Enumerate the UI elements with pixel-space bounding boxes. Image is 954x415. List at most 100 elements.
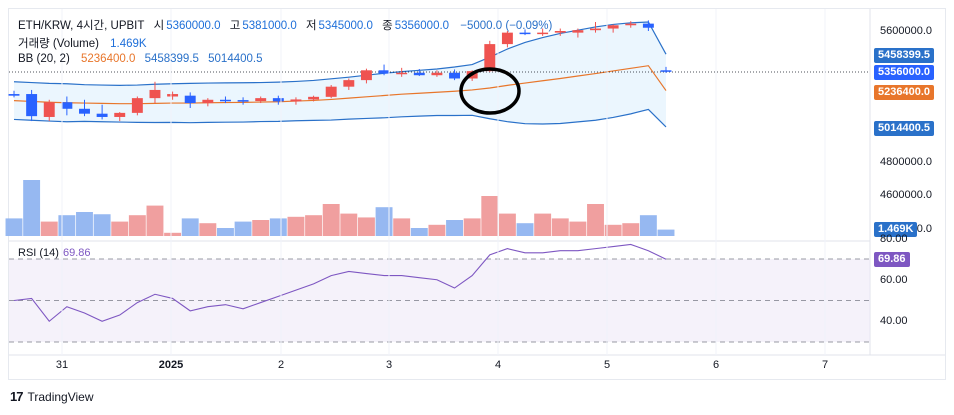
bb-legend: BB (20, 2) 5236400.0 5458399.5 5014400.5	[18, 53, 265, 65]
candle-body	[625, 23, 637, 26]
candle-body	[26, 94, 38, 117]
bb-lower-line	[13, 108, 667, 128]
tradingview-logo-icon: 17	[10, 389, 24, 404]
candle-body	[360, 70, 372, 81]
candle-body	[590, 28, 601, 31]
candle-body	[79, 108, 90, 114]
volume-bar	[322, 204, 340, 236]
candle-body	[501, 32, 513, 45]
volume-bar	[428, 224, 446, 236]
candle-body	[61, 102, 73, 109]
candle-body	[290, 99, 302, 102]
volume-bar	[569, 221, 587, 236]
candle-body	[343, 80, 355, 87]
volume-bar	[234, 221, 252, 236]
volume-bar	[199, 223, 217, 236]
candle-body	[607, 25, 619, 29]
volume-bar	[23, 180, 41, 236]
bb-upper-tag: 5458399.5	[874, 48, 934, 63]
tradingview-brand: TradingView	[27, 389, 94, 404]
volume-bar	[5, 218, 23, 236]
x-tick-2: 2	[277, 359, 285, 371]
x-tick-4: 4	[494, 359, 502, 371]
tradingview-footer[interactable]: 17 TradingView	[10, 389, 94, 404]
volume-tag: 1.469K	[874, 222, 918, 237]
volume-bar	[217, 228, 234, 236]
volume-bar	[40, 221, 58, 236]
low-value: 5345000.0	[318, 20, 373, 32]
volume-bar	[375, 207, 393, 236]
open-label: 시	[153, 20, 165, 32]
x-tick-31: 31	[55, 359, 69, 371]
volume-legend: 거래량 (Volume) 1.469K	[18, 35, 149, 51]
candle-body	[660, 70, 672, 72]
candle-body	[308, 96, 320, 100]
volume-bar	[446, 220, 463, 236]
x-tick-3: 3	[385, 359, 393, 371]
rsi-legend-value: 69.86	[62, 247, 91, 259]
close-price-tag: 5356000.0	[874, 65, 934, 80]
bb-basis-value: 5236400.0	[80, 53, 136, 65]
candle-body	[325, 86, 337, 97]
bb-lower-tag: 5014400.5	[874, 121, 934, 136]
close-value: 5356000.0	[394, 20, 450, 32]
volume-bar	[481, 196, 499, 236]
candle-body	[237, 100, 249, 102]
candle-body	[449, 72, 461, 79]
volume-bar	[76, 212, 93, 236]
volume-bar	[111, 221, 129, 236]
price-tick-4800000: 4800000.0	[880, 156, 932, 168]
volume-bar	[146, 205, 164, 236]
x-tick-7: 7	[821, 359, 829, 371]
candle-body	[572, 30, 584, 33]
candle-body	[8, 94, 20, 96]
candle-body	[272, 98, 284, 102]
volume-bar	[551, 218, 569, 236]
candle-body	[554, 31, 566, 33]
candle-body	[131, 98, 143, 113]
rsi-tick-60: 60.00	[880, 274, 908, 286]
low-label: 저	[305, 20, 317, 32]
candle-body	[519, 32, 531, 35]
price-tick-5600000: 5600000.0	[880, 25, 932, 37]
candle-body	[43, 102, 55, 117]
candle-body	[378, 70, 390, 74]
volume-bar	[181, 218, 199, 236]
high-value: 5381000.0	[242, 20, 297, 32]
open-value: 5360000.0	[166, 20, 221, 32]
candle-body	[396, 72, 408, 75]
volume-bar	[516, 223, 534, 236]
candle-body	[114, 112, 126, 117]
volume-bar	[657, 229, 675, 236]
rsi-tick-40: 40.00	[880, 315, 908, 327]
candle-body	[413, 72, 425, 76]
change-value: −5000.0 (−0.09%)	[460, 20, 553, 32]
x-tick-6: 6	[712, 359, 720, 371]
x-tick-5: 5	[603, 359, 611, 371]
candle-body	[642, 23, 654, 28]
volume-bar	[357, 217, 375, 236]
rsi-background-band	[9, 259, 870, 342]
candle-body	[537, 32, 549, 35]
rsi-tick-80: 80.00	[880, 233, 908, 245]
volume-bar	[164, 232, 182, 236]
volume-bar	[410, 228, 428, 236]
bb-upper-line	[13, 21, 667, 86]
volume-bar	[587, 204, 604, 236]
volume-bar	[340, 213, 358, 236]
volume-label: 거래량 (Volume)	[18, 38, 99, 50]
volume-bar	[463, 218, 481, 236]
highlight-circle	[459, 67, 521, 115]
candle-body	[431, 72, 443, 76]
volume-bar	[58, 215, 76, 236]
candle-body	[219, 99, 231, 102]
volume-bar	[287, 216, 305, 236]
rsi-label: RSI (14)	[18, 247, 59, 259]
symbol-label: ETH/KRW, 4시간, UPBIT	[18, 20, 145, 32]
volume-bar	[93, 214, 111, 236]
volume-bar	[604, 224, 622, 236]
bb-label: BB (20, 2)	[18, 53, 70, 65]
volume-bar	[252, 220, 270, 236]
volume-bar	[128, 215, 146, 236]
